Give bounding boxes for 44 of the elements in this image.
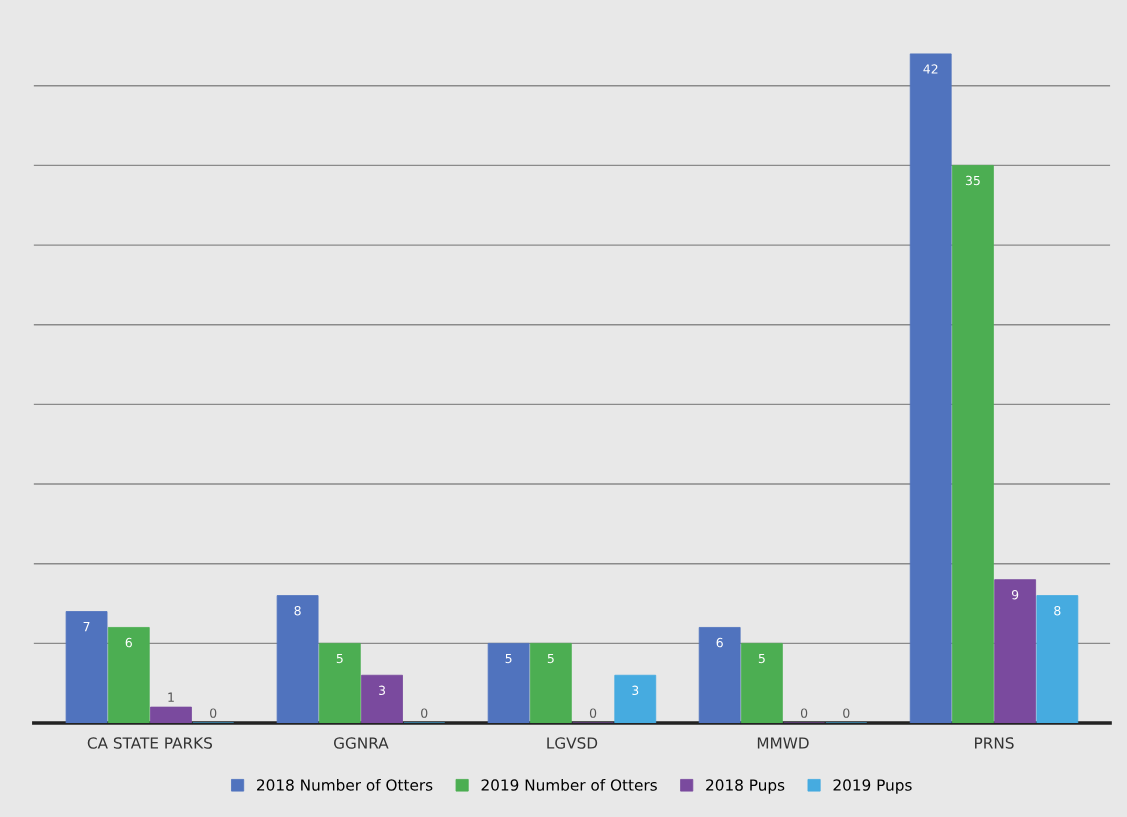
x-tick-label: MMWD xyxy=(757,737,809,749)
bar xyxy=(107,627,150,724)
data-label: 0 xyxy=(800,708,808,718)
bar xyxy=(361,674,403,724)
data-label: 5 xyxy=(758,653,765,664)
data-label: 7 xyxy=(83,622,90,632)
data-label: 8 xyxy=(294,605,301,616)
bar xyxy=(150,706,192,724)
legend-label: 2018 Number of Otters xyxy=(257,778,433,791)
data-label: 5 xyxy=(505,653,512,664)
bar xyxy=(994,579,1037,724)
data-label: 0 xyxy=(210,708,217,718)
data-label: 9 xyxy=(1011,590,1019,600)
data-label: 0 xyxy=(421,708,428,718)
legend-label: 2019 Pups xyxy=(833,779,912,794)
bar xyxy=(614,674,657,724)
x-tick-label: PRNS xyxy=(975,737,1014,749)
data-label: 8 xyxy=(1054,605,1061,616)
bar xyxy=(952,164,994,724)
data-label: 35 xyxy=(965,175,980,186)
bar xyxy=(740,642,783,724)
data-label: 42 xyxy=(923,64,938,74)
bar xyxy=(487,642,530,724)
bar xyxy=(276,595,319,724)
x-tick-label: CA STATE PARKS xyxy=(87,737,213,749)
data-label: 5 xyxy=(547,653,554,664)
bar xyxy=(529,642,572,724)
data-label: 6 xyxy=(125,637,132,648)
bar xyxy=(698,627,741,724)
data-label: 3 xyxy=(379,685,385,696)
data-label: 5 xyxy=(336,653,343,664)
x-tick-label: LGVSD xyxy=(547,737,598,749)
bar xyxy=(1036,595,1079,724)
data-label: 0 xyxy=(843,708,850,718)
legend-label: 2018 Pups xyxy=(706,779,785,794)
data-label: 0 xyxy=(589,708,597,718)
bar xyxy=(909,53,952,724)
data-label: 3 xyxy=(632,685,639,696)
x-tick-label: GGNRA xyxy=(333,737,389,749)
bar xyxy=(65,611,108,724)
data-label: 6 xyxy=(716,637,723,648)
data-label: 1 xyxy=(168,692,174,702)
bar xyxy=(318,642,361,724)
legend-label: 2019 Number of Otters xyxy=(481,778,657,791)
